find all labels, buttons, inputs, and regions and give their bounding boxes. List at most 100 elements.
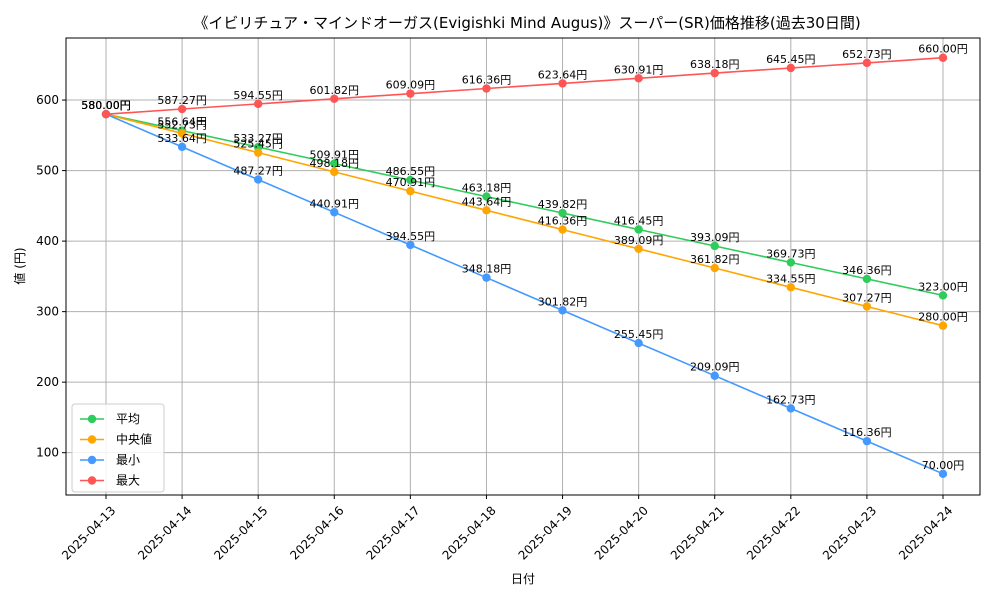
y-tick-label: 500 bbox=[36, 164, 59, 178]
data-label: 323.00円 bbox=[918, 280, 968, 293]
data-label: 162.73円 bbox=[766, 393, 816, 406]
data-label: 389.09円 bbox=[614, 234, 664, 247]
y-tick-label: 200 bbox=[36, 375, 59, 389]
data-label: 616.36円 bbox=[462, 74, 512, 87]
data-label: 348.18円 bbox=[462, 263, 512, 276]
data-point bbox=[634, 225, 643, 234]
data-point bbox=[710, 68, 719, 78]
data-label: 116.36円 bbox=[842, 426, 892, 439]
data-label: 580.00円 bbox=[81, 99, 131, 112]
data-point bbox=[558, 225, 567, 234]
data-point bbox=[558, 306, 567, 315]
data-point bbox=[406, 240, 415, 250]
y-tick-label: 100 bbox=[36, 446, 59, 460]
data-label: 580.00円 bbox=[81, 99, 131, 112]
series-最大 bbox=[101, 53, 948, 119]
plot-frame bbox=[65, 37, 981, 496]
data-label: 638.18円 bbox=[690, 58, 740, 71]
data-point bbox=[330, 159, 339, 168]
data-point bbox=[710, 371, 719, 380]
legend-swatch-marker bbox=[87, 414, 97, 424]
y-axis: 100 200 300 400 500 600 bbox=[36, 93, 66, 460]
data-label: 630.91円 bbox=[614, 63, 664, 76]
data-label: 556.64円 bbox=[157, 116, 207, 129]
data-label: 255.45円 bbox=[614, 328, 664, 341]
data-label: 209.09円 bbox=[690, 361, 740, 374]
series-layer bbox=[101, 53, 948, 479]
legend-label: 平均 bbox=[116, 412, 140, 426]
legend-label: 最大 bbox=[116, 474, 140, 488]
data-point bbox=[406, 186, 415, 196]
y-axis-label: 値 (円) bbox=[12, 247, 27, 284]
data-labels: 580.00円 556.64円 533.27円 509.91円 486.55円 463.1… bbox=[81, 43, 968, 472]
series-line bbox=[105, 56, 944, 115]
data-point bbox=[634, 244, 643, 254]
data-point bbox=[482, 206, 491, 215]
data-label: 439.82円 bbox=[538, 198, 588, 211]
data-label: 470.91円 bbox=[386, 176, 436, 189]
data-label: 533.64円 bbox=[157, 132, 207, 145]
data-point bbox=[482, 192, 491, 201]
data-label: 463.18円 bbox=[462, 182, 512, 195]
data-point bbox=[786, 63, 796, 73]
data-label: 70.00円 bbox=[922, 459, 965, 472]
data-label: 580.00円 bbox=[81, 99, 131, 112]
data-point bbox=[330, 167, 339, 177]
data-point bbox=[406, 175, 415, 185]
data-point bbox=[786, 404, 796, 413]
chart-title: 《イビリチュア・マインドオーガス(Evigishki Mind Augus)》ス… bbox=[193, 14, 860, 32]
legend-item: 最小 bbox=[80, 453, 140, 467]
data-label: 440.91円 bbox=[310, 197, 360, 210]
data-point bbox=[177, 142, 187, 152]
data-label: 361.82円 bbox=[690, 253, 740, 266]
data-point bbox=[558, 79, 567, 88]
data-point bbox=[938, 469, 948, 479]
data-point bbox=[482, 84, 491, 93]
data-point bbox=[330, 208, 339, 217]
data-point bbox=[938, 291, 948, 300]
data-point bbox=[406, 89, 415, 98]
data-point bbox=[710, 241, 719, 251]
data-label: 443.64円 bbox=[462, 195, 512, 208]
data-label: 601.82円 bbox=[310, 84, 360, 97]
data-point bbox=[253, 175, 263, 184]
data-point bbox=[862, 58, 872, 68]
data-label: 416.45円 bbox=[614, 215, 664, 228]
data-point bbox=[786, 283, 796, 292]
data-label: 487.27円 bbox=[233, 165, 283, 178]
data-point bbox=[330, 94, 339, 103]
data-label: 660.00円 bbox=[918, 43, 968, 56]
data-point bbox=[177, 129, 187, 138]
data-label: 580.00円 bbox=[81, 99, 131, 112]
data-point bbox=[862, 436, 872, 446]
data-label: 509.91円 bbox=[310, 149, 360, 162]
data-point bbox=[938, 321, 948, 330]
data-label: 645.45円 bbox=[766, 53, 816, 66]
data-point bbox=[862, 274, 872, 284]
data-point bbox=[634, 338, 643, 348]
legend-label: 最小 bbox=[116, 453, 140, 467]
data-label: 587.27円 bbox=[157, 94, 207, 107]
data-label: 594.55円 bbox=[233, 89, 283, 102]
data-point bbox=[482, 273, 491, 282]
data-point bbox=[938, 53, 948, 62]
data-label: 394.55円 bbox=[386, 230, 436, 243]
x-axis-label: 日付 bbox=[511, 572, 535, 586]
data-point bbox=[253, 148, 263, 157]
data-point bbox=[558, 208, 567, 218]
legend-swatch-marker bbox=[87, 455, 97, 465]
data-label: 393.09円 bbox=[690, 231, 740, 244]
data-label: 346.36円 bbox=[842, 264, 892, 277]
legend-box bbox=[71, 403, 165, 493]
series-line bbox=[105, 113, 944, 297]
series-line bbox=[105, 113, 944, 327]
data-label: 623.64円 bbox=[538, 68, 588, 81]
data-point bbox=[634, 74, 643, 83]
data-label: 307.27円 bbox=[842, 292, 892, 305]
data-label: 609.09円 bbox=[386, 79, 436, 92]
data-label: 280.00円 bbox=[918, 311, 968, 324]
data-label: 369.73円 bbox=[766, 247, 816, 260]
legend-item: 最大 bbox=[80, 474, 140, 488]
data-label: 525.45円 bbox=[233, 138, 283, 151]
